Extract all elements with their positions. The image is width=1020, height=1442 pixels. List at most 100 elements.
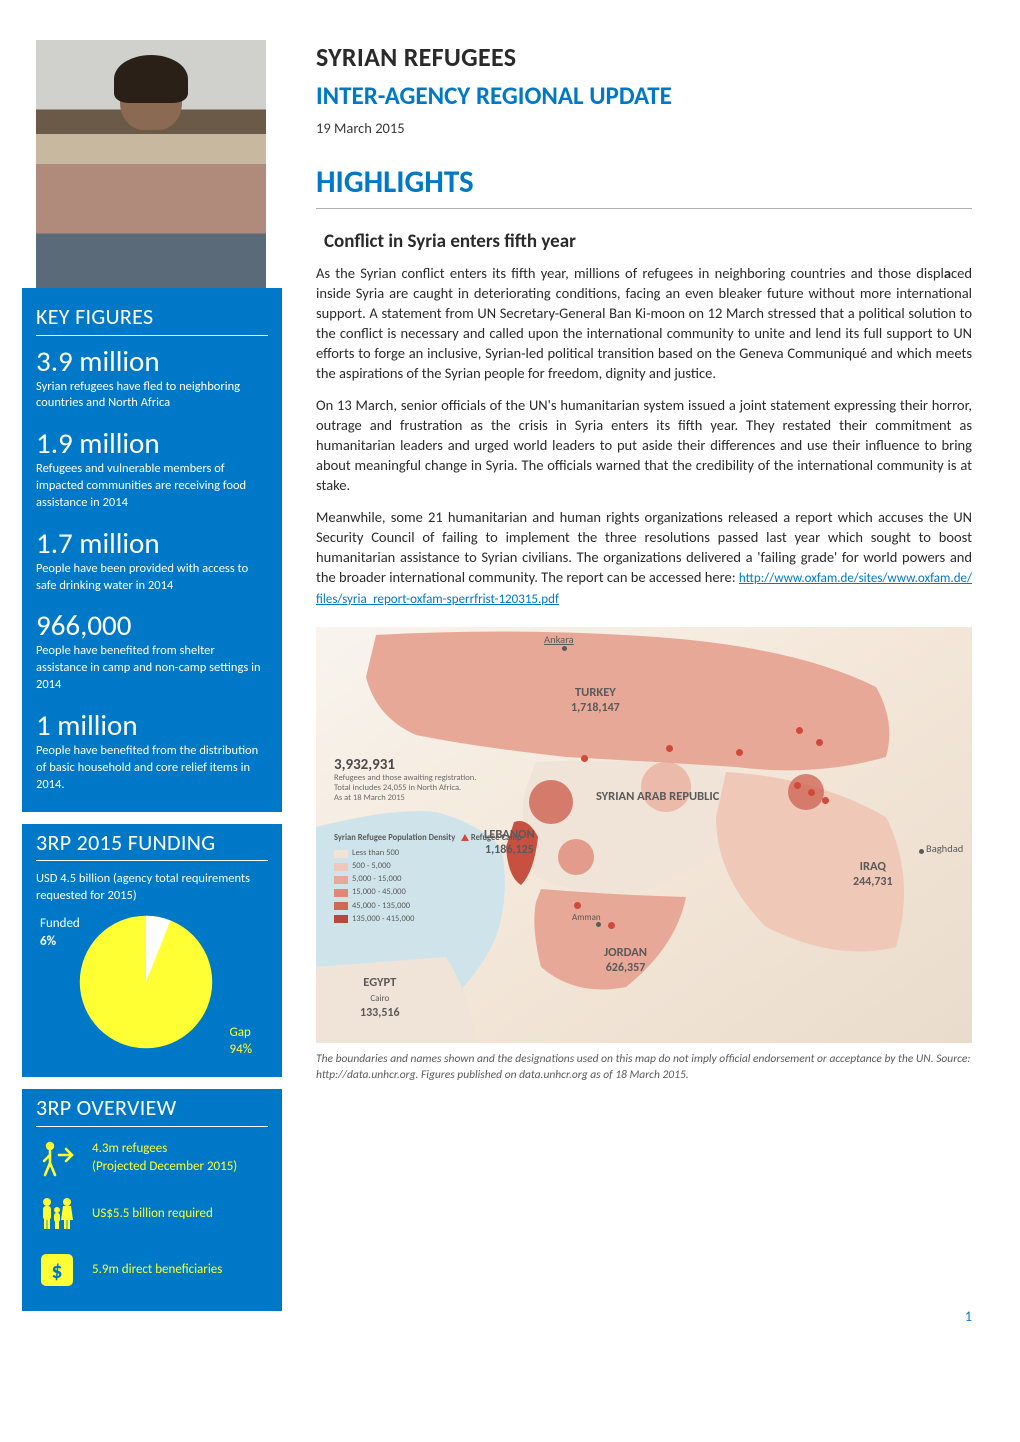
stat-value: 966,000	[36, 610, 268, 642]
person-arrow-icon	[36, 1137, 78, 1179]
map-total: 3,932,931 Refugees and those awaiting re…	[334, 757, 476, 804]
camp-icon	[461, 834, 469, 841]
overview-text: US$5.5 billion required	[92, 1205, 213, 1223]
dollar-icon: $	[36, 1249, 78, 1291]
pie-chart: Funded 6% Gap 94%	[36, 913, 256, 1063]
funded-pct: 6%	[40, 934, 56, 949]
legend-label: Less than 500	[352, 847, 399, 860]
gap-label: Gap 94%	[230, 1024, 252, 1059]
highlights-heading: HIGHLIGHTS	[316, 162, 972, 209]
city-dot	[919, 849, 924, 854]
total-big: 3,932,931	[334, 757, 476, 774]
body-p1: As the Syrian conflict enters its fifth …	[316, 263, 972, 383]
country-jordan: JORDAN 626,357	[604, 945, 647, 975]
date: 19 March 2015	[316, 119, 972, 139]
country-iraq: IRAQ 244,731	[853, 859, 893, 889]
camp-dot	[581, 755, 588, 762]
legend-label: 135,000 - 415,000	[352, 913, 414, 926]
legend-label: 5,000 - 15,000	[352, 873, 401, 886]
gap-text: Gap	[230, 1025, 251, 1040]
city-ankara: Ankara	[544, 633, 574, 647]
svg-text:$: $	[51, 1257, 62, 1284]
overview-row-1: US$5.5 billion required	[36, 1193, 268, 1235]
camp-dot	[666, 745, 673, 752]
overview-line1: 4.3m refugees	[92, 1141, 167, 1156]
overview-line1: US$5.5 billion required	[92, 1206, 213, 1221]
overview-text: 4.3m refugees (Projected December 2015)	[92, 1140, 237, 1175]
stat-value: 1.9 million	[36, 428, 268, 460]
stat-2: 1.7 million People have been provided wi…	[36, 528, 268, 595]
legend-label: 500 - 5,000	[352, 860, 391, 873]
refugee-map: Ankara Baghdad TURKEY 1,718,147 SYRIAN A…	[316, 627, 972, 1043]
body-p2: On 13 March, senior officials of the UN'…	[316, 395, 972, 495]
overview-title: 3RP OVERVIEW	[36, 1089, 268, 1127]
iraq-num: 244,731	[853, 875, 893, 889]
stat-value: 1 million	[36, 710, 268, 742]
main-content: SYRIAN REFUGEES INTER-AGENCY REGIONAL UP…	[286, 40, 972, 1323]
funded-label: Funded 6%	[40, 915, 80, 950]
overview-line2: (Projected December 2015)	[92, 1159, 237, 1174]
stat-value: 1.7 million	[36, 528, 268, 560]
country-syria: SYRIAN ARAB REPUBLIC	[596, 789, 719, 804]
legend-label: 45,000 - 135,000	[352, 900, 410, 913]
turkey-num: 1,718,147	[571, 701, 620, 715]
country-egypt: EGYPT Cairo 133,516	[360, 975, 400, 1020]
legend-row: 500 - 5,000	[334, 860, 522, 873]
cairo: Cairo	[370, 993, 389, 1004]
page-subtitle: INTER-AGENCY REGIONAL UPDATE	[316, 79, 972, 113]
overview-row-2: $ 5.9m direct beneficiaries	[36, 1249, 268, 1291]
key-figures-box: KEY FIGURES 3.9 million Syrian refugees …	[22, 288, 282, 812]
city-baghdad: Baghdad	[926, 842, 963, 856]
child-photo	[36, 40, 266, 288]
highlights-sub: Conflict in Syria enters fifth year	[324, 229, 972, 255]
legend-camp: Refugee Camp	[471, 833, 522, 843]
stat-0: 3.9 million Syrian refugees have fled to…	[36, 346, 268, 413]
overview-row-0: 4.3m refugees (Projected December 2015)	[36, 1137, 268, 1179]
stat-desc: People have benefited from shelter assis…	[36, 643, 268, 694]
camp-dot	[736, 749, 743, 756]
stat-desc: Refugees and vulnerable members of impac…	[36, 461, 268, 512]
camp-dot	[808, 789, 815, 796]
country-turkey: TURKEY 1,718,147	[571, 685, 620, 715]
map-caption: The boundaries and names shown and the d…	[316, 1051, 972, 1083]
stat-3: 966,000 People have benefited from shelt…	[36, 610, 268, 694]
legend-label: 15,000 - 45,000	[352, 886, 406, 899]
egypt-num: 133,516	[360, 1006, 400, 1020]
body-p3: Meanwhile, some 21 humanitarian and huma…	[316, 507, 972, 609]
legend-row: 45,000 - 135,000	[334, 900, 522, 913]
stat-1: 1.9 million Refugees and vulnerable memb…	[36, 428, 268, 512]
page-title: SYRIAN REFUGEES	[316, 40, 972, 75]
legend-row: 135,000 - 415,000	[334, 913, 522, 926]
stat-4: 1 million People have benefited from the…	[36, 710, 268, 794]
legend-title: Syrian Refugee Population Density Refuge…	[334, 832, 522, 845]
total-l3: As at 18 March 2015	[334, 794, 476, 804]
stat-desc: People have benefited from the distribut…	[36, 743, 268, 794]
syria-name: SYRIAN ARAB REPUBLIC	[596, 789, 719, 804]
funding-box: 3RP 2015 FUNDING USD 4.5 billion (agency…	[22, 824, 282, 1077]
city-amman: Amman	[572, 912, 601, 924]
legend-row: 15,000 - 45,000	[334, 886, 522, 899]
overview-box: 3RP OVERVIEW 4.3m refugees (Projected De…	[22, 1089, 282, 1311]
camp-dot	[816, 739, 823, 746]
egypt-name: EGYPT	[363, 975, 396, 990]
camp-dot	[574, 902, 581, 909]
page-number: 1	[965, 1308, 972, 1327]
overview-text: 5.9m direct beneficiaries	[92, 1261, 222, 1279]
map-wrap: Ankara Baghdad TURKEY 1,718,147 SYRIAN A…	[316, 627, 972, 1083]
sidebar: KEY FIGURES 3.9 million Syrian refugees …	[0, 40, 286, 1323]
stat-value: 3.9 million	[36, 346, 268, 378]
iraq-name: IRAQ	[860, 859, 886, 874]
legend-row: 5,000 - 15,000	[334, 873, 522, 886]
jordan-num: 626,357	[606, 961, 646, 975]
family-icon	[36, 1193, 78, 1235]
camp-dot	[794, 782, 801, 789]
camp-dot	[796, 727, 803, 734]
camp-dot	[608, 922, 615, 929]
p1-a: As the Syrian conflict enters its fifth …	[316, 264, 944, 282]
jordan-name: JORDAN	[604, 945, 647, 960]
legend-row: Less than 500	[334, 847, 522, 860]
p1-b: a	[944, 264, 951, 282]
key-figures-title: KEY FIGURES	[36, 302, 268, 336]
funding-note: USD 4.5 billion (agency total requiremen…	[36, 871, 268, 905]
stat-desc: Syrian refugees have fled to neighboring…	[36, 379, 268, 413]
